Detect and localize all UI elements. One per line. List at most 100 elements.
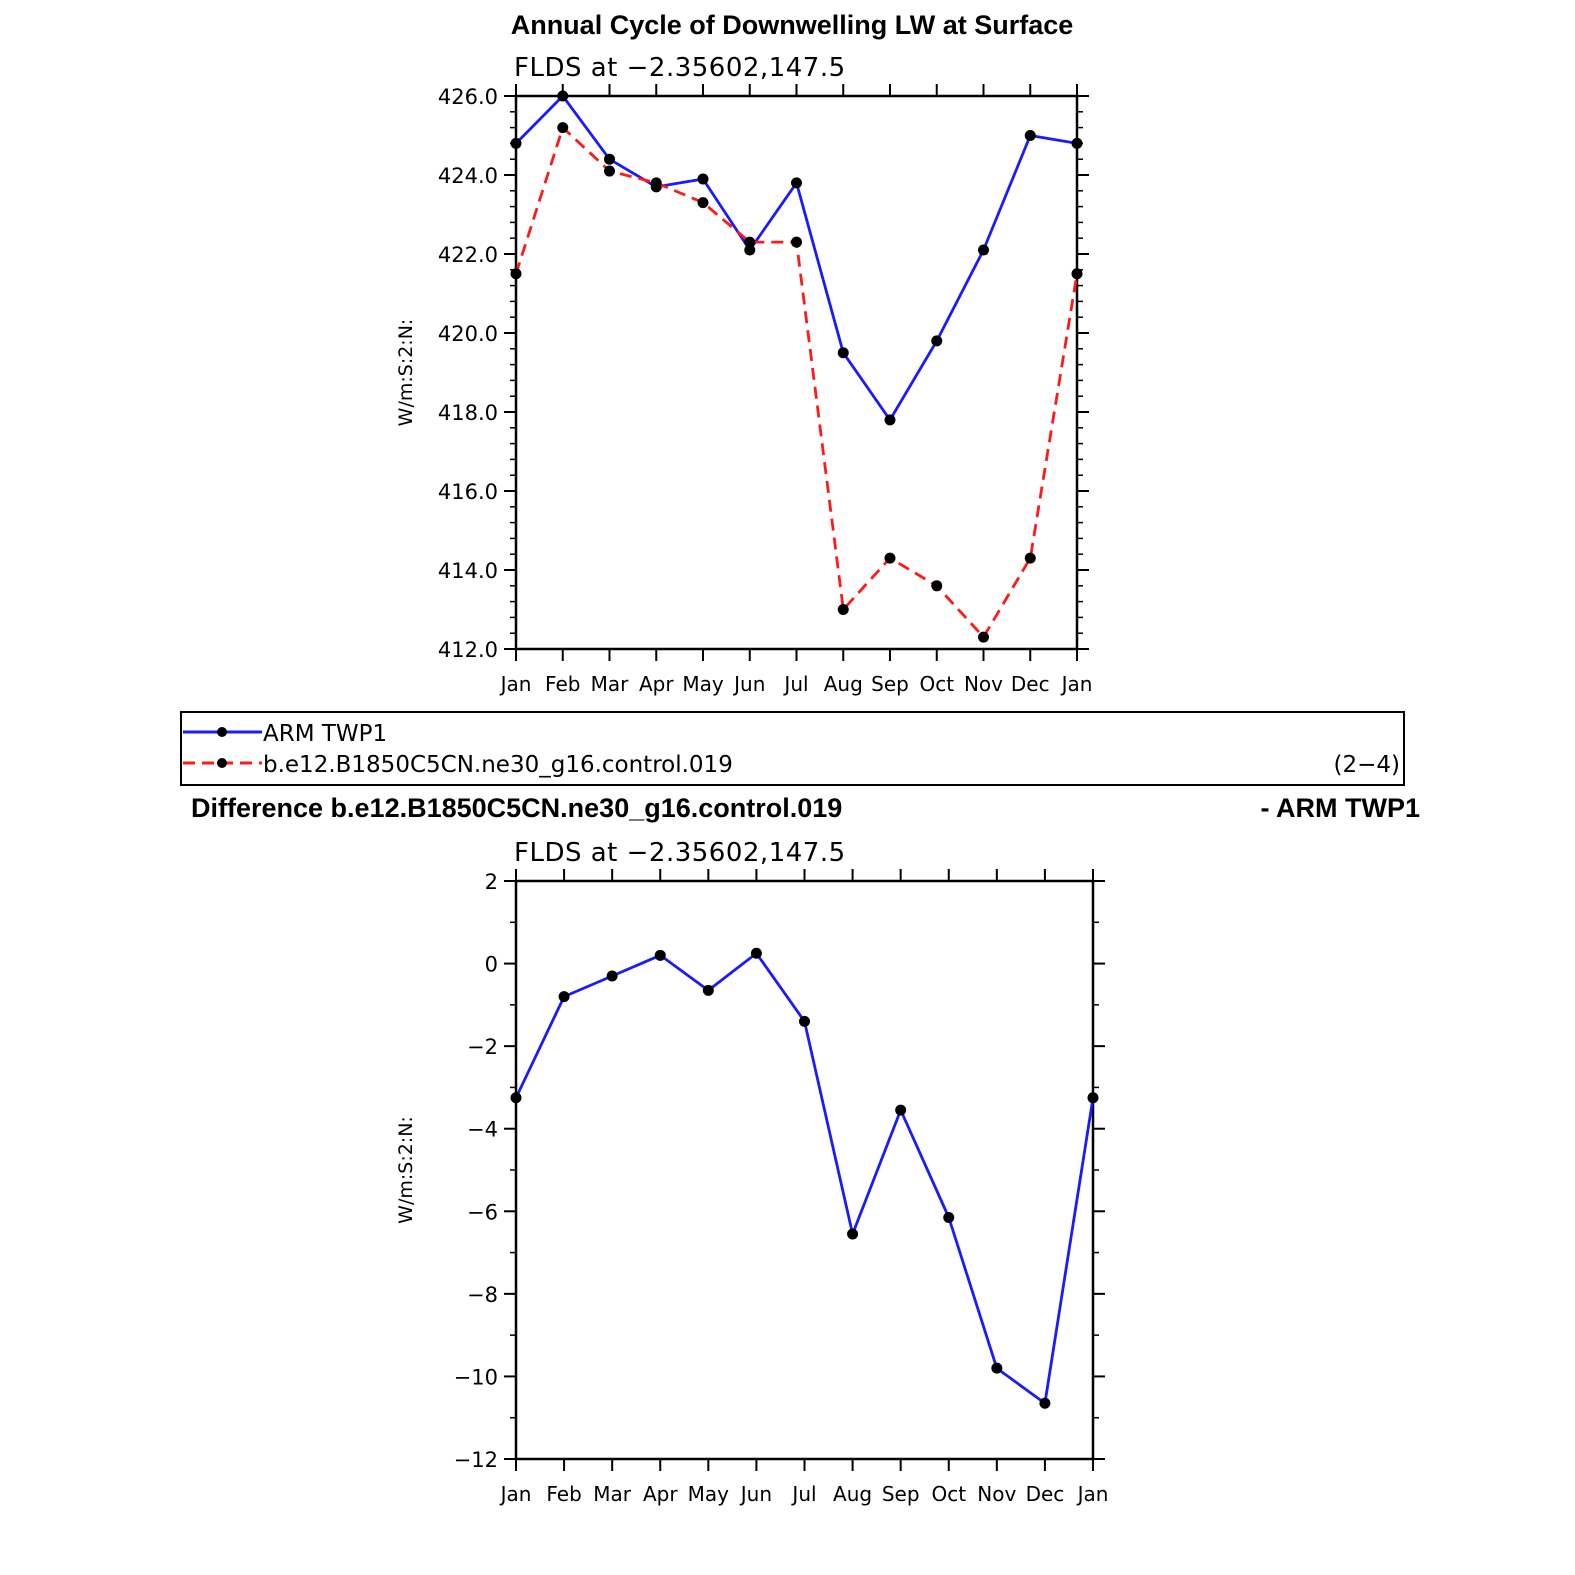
top-chart-series-0-point [837,347,849,359]
top-chart-series-1-point [604,165,615,177]
bottom-chart-ytick-label: −10 [454,1365,498,1389]
top-chart-series-1-point [931,580,943,592]
top-chart-xtick-label: Oct [919,672,954,696]
top-chart-series-1-point [837,604,849,615]
bottom-chart-xtick-label: Jan [499,1482,532,1506]
top-chart-xtick-label: Dec [1011,672,1050,696]
legend-marker-arm-twp1 [217,727,227,737]
bottom-chart-series-0-point [558,991,570,1003]
top-chart-ytick-label: 420.0 [438,322,498,346]
bottom-chart-xtick-label: Mar [593,1482,632,1506]
bottom-chart-series-0-point [943,1211,955,1223]
top-chart-series-1-line [514,126,1079,639]
top-chart-series-0-point [978,244,989,256]
bottom-chart-ytick-label: 2 [485,870,498,894]
top-chart-subtitle: FLDS at −2.35602,147.5 [514,53,846,83]
top-chart-series-1-point [510,268,522,280]
top-chart-xtick-label: Nov [964,672,1003,696]
top-chart-series-0-point [510,137,522,149]
top-chart-series-1-point [1071,268,1083,280]
top-chart-xtick-label: Jan [1060,672,1093,696]
bottom-chart-series-0-point [606,970,618,982]
top-chart-series-0-point [697,173,709,185]
bottom-chart-ylabel: W/m:S:2:N: [395,1116,417,1224]
bottom-chart-series-0-point [750,947,762,959]
bottom-chart-xtick-label: Sep [882,1482,920,1506]
legend-label-model: b.e12.B1850C5CN.ne30_g16.control.019 [263,752,733,778]
bottom-chart-series-0-point [799,1015,810,1027]
bottom-chart-ytick-label: −6 [467,1200,498,1224]
bottom-chart-xtick-label: Jul [790,1482,816,1506]
bottom-chart-series-0-point [654,949,666,961]
bottom-chart-series-0-point [847,1228,859,1240]
bottom-chart-xtick-label: Aug [833,1482,872,1506]
top-chart-xtick-label: Jun [732,672,765,696]
top-chart-series-1-point [557,122,569,134]
top-chart-ytick-label: 424.0 [438,164,498,188]
top-chart-xtick-label: Aug [824,672,863,696]
bottom-chart-series-0-point [991,1362,1003,1374]
top-chart-series-1-point [791,236,802,248]
top-chart-ytick-label: 412.0 [438,638,498,662]
legend-tag: (2−4) [1334,752,1400,778]
top-chart-xtick-label: Apr [639,672,674,696]
bottom-chart-xtick-label: Apr [643,1482,678,1506]
bottom-chart-xtick-label: Jan [1076,1482,1109,1506]
top-chart-xtick-label: Mar [591,672,630,696]
bottom-chart-series-0-point [895,1104,907,1116]
top-chart-series-1-point [978,631,989,643]
top-chart-title: Annual Cycle of Downwelling LW at Surfac… [511,10,1074,40]
bottom-chart-series-0-point [1039,1397,1051,1409]
bottom-chart-ytick-label: −8 [467,1283,498,1307]
bottom-chart-series-0-point [1087,1092,1099,1104]
top-chart-series-0-line [515,94,1078,422]
bottom-chart-series-0-point [702,984,714,996]
bottom-chart-xtick-label: Jun [739,1482,772,1506]
top-chart-ytick-label: 422.0 [438,243,498,267]
top-chart-xtick-label: Feb [545,672,580,696]
top-chart-xtick-label: Jul [782,672,808,696]
top-chart-series-0-point [1071,137,1083,149]
top-chart-series-1-point [1024,552,1036,564]
bottom-chart-ytick-label: −2 [467,1035,498,1059]
bottom-chart-xtick-label: Oct [931,1482,966,1506]
bottom-chart-xtick-label: Feb [546,1482,581,1506]
bottom-chart-series-0-point [510,1092,522,1104]
top-chart-xtick-label: Sep [871,672,909,696]
bottom-chart: −12 −10 −8 −6 −4 −2 0 2 Jan Feb Mar Apr May Jun Jul Aug… [395,869,1108,1506]
legend-label-arm-twp1: ARM TWP1 [263,721,387,747]
top-chart-xtick-label: Jan [499,672,532,696]
top-chart-ytick-label: 426.0 [438,85,498,109]
bottom-chart-subtitle: FLDS at −2.35602,147.5 [514,838,846,868]
legend: ARM TWP1 b.e12.B1850C5CN.ne30_g16.contro… [180,711,1405,786]
top-chart-series-0-point [557,90,569,102]
bottom-chart-title-right: - ARM TWP1 [1261,793,1420,823]
top-chart-series-1-point [697,197,709,209]
top-chart-ylabel: W/m:S:2:N: [395,319,417,427]
top-chart-series-0-point [931,335,943,347]
top-chart-series-0-point [791,177,802,189]
top-chart-series-0-point [604,153,615,165]
bottom-chart-ytick-label: −12 [454,1448,498,1472]
bottom-chart-xtick-label: May [688,1482,730,1506]
legend-marker-model [217,758,227,768]
bottom-chart-ytick-label: 0 [485,953,498,977]
top-chart-series-0-point [1024,130,1036,141]
top-chart-series-1-point [744,236,756,248]
top-chart-series-1-point [650,177,662,189]
top-chart-series-1-point [884,552,896,564]
bottom-chart-title-left: Difference b.e12.B1850C5CN.ne30_g16.cont… [191,793,842,823]
legend-box [180,711,1405,786]
top-chart-series-0-point [744,244,756,256]
top-chart-xtick-label: May [682,672,724,696]
top-chart-ytick-label: 418.0 [438,401,498,425]
top-chart-ytick-label: 414.0 [438,559,498,583]
top-chart: 412.0 414.0 416.0 418.0 420.0 422.0 424.0 426.0… [395,84,1092,696]
bottom-chart-xtick-label: Nov [977,1482,1016,1506]
bottom-chart-plot-frame [514,879,1095,1461]
bottom-chart-xtick-label: Dec [1026,1482,1065,1506]
top-chart-series-0-point [884,414,896,426]
bottom-chart-ytick-label: −4 [467,1118,498,1142]
top-chart-ytick-label: 416.0 [438,480,498,504]
